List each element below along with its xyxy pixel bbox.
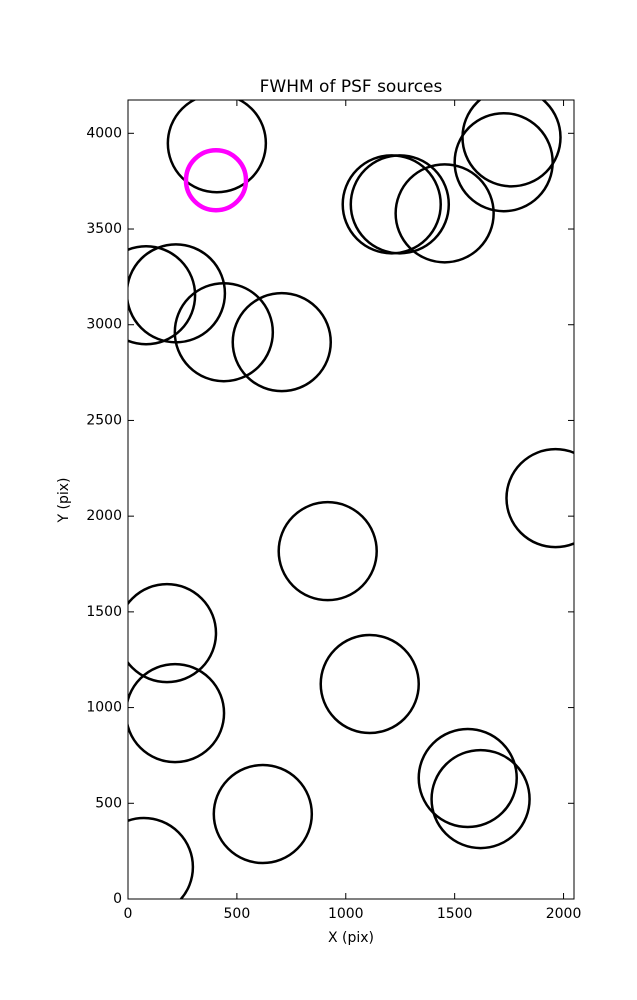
y-tick-label: 3000 [86, 317, 122, 333]
source-circle [212, 763, 314, 865]
x-tick-label: 1000 [328, 906, 364, 922]
y-tick-label: 2500 [86, 412, 122, 428]
x-tick-label: 1500 [437, 906, 473, 922]
source-circle [231, 291, 332, 393]
y-axis-label: Y (pix) [56, 478, 72, 524]
chart-title: FWHM of PSF sources [260, 77, 443, 97]
x-tick-label: 2000 [546, 906, 582, 922]
source-circle [430, 748, 531, 850]
source-circle [349, 154, 451, 255]
y-tick-label: 3500 [86, 221, 122, 237]
y-tick-label: 1000 [86, 700, 122, 716]
source-circle [394, 163, 495, 264]
source-circle [128, 245, 197, 346]
axes-frame [127, 99, 575, 900]
source-circle [319, 633, 420, 735]
plot-area [128, 100, 574, 899]
y-tick-label: 0 [113, 891, 122, 907]
source-circle [128, 662, 226, 764]
source-circle [166, 100, 268, 194]
source-circle [173, 281, 275, 383]
y-tick-label: 1500 [86, 604, 122, 620]
y-tick-label: 2000 [86, 508, 122, 524]
source-circle [453, 111, 554, 213]
source-circle [128, 582, 218, 684]
y-tick-label: 4000 [86, 125, 122, 141]
source-circle [277, 500, 378, 602]
source-circle [505, 447, 574, 549]
x-axis-label: X (pix) [328, 930, 374, 946]
source-circle [183, 147, 249, 213]
y-tick-label: 500 [95, 795, 122, 811]
x-tick-label: 500 [224, 906, 251, 922]
x-tick-label: 0 [124, 906, 133, 922]
source-circle [128, 816, 195, 899]
source-circle [417, 727, 518, 829]
